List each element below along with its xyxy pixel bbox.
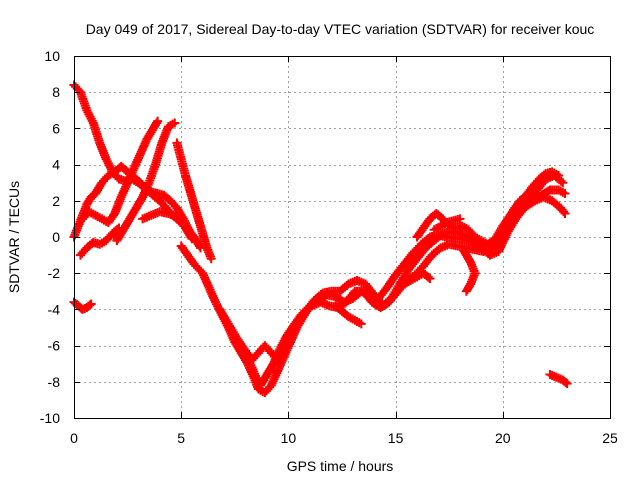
x-tick-label: 10 bbox=[281, 430, 297, 446]
series-arc-8 bbox=[176, 170, 568, 398]
x-tick-label: 25 bbox=[602, 430, 618, 446]
grid bbox=[74, 56, 610, 418]
data-point bbox=[562, 379, 572, 389]
y-tick-label: 2 bbox=[52, 193, 60, 209]
series-arc-4 bbox=[75, 118, 180, 260]
data-point bbox=[356, 319, 366, 329]
y-tick-label: 10 bbox=[44, 48, 60, 64]
chart-title: Day 049 of 2017, Sidereal Day-to-day VTE… bbox=[86, 21, 595, 37]
data-point bbox=[425, 274, 435, 284]
x-tick-label: 20 bbox=[495, 430, 511, 446]
axis-ticks bbox=[74, 56, 611, 419]
data-point bbox=[170, 118, 180, 128]
x-tick-labels: 0 5 10 15 20 25 bbox=[70, 430, 618, 446]
series-arc-12 bbox=[386, 268, 435, 304]
data-points bbox=[69, 80, 572, 398]
data-point bbox=[206, 254, 216, 264]
y-tick-label: 6 bbox=[52, 120, 60, 136]
series-arc-14 bbox=[429, 214, 465, 235]
data-point bbox=[558, 178, 568, 188]
x-tick-label: 15 bbox=[388, 430, 404, 446]
y-axis-title: SDTVAR / TECUs bbox=[6, 181, 22, 293]
data-point bbox=[560, 208, 570, 218]
series-arc-11 bbox=[331, 301, 366, 329]
series-arc-6 bbox=[172, 138, 216, 264]
y-tick-label: 4 bbox=[52, 157, 60, 173]
x-axis-title: GPS time / hours bbox=[287, 458, 394, 474]
y-tick-label: 0 bbox=[52, 229, 60, 245]
series-arc-3 bbox=[78, 116, 163, 228]
y-tick-label: -6 bbox=[48, 338, 61, 354]
data-point bbox=[554, 170, 564, 180]
x-tick-label: 5 bbox=[177, 430, 185, 446]
y-tick-label: 8 bbox=[52, 84, 60, 100]
y-tick-label: -8 bbox=[48, 374, 61, 390]
data-point bbox=[455, 214, 465, 224]
data-point bbox=[461, 286, 471, 296]
x-tick-label: 0 bbox=[70, 430, 78, 446]
y-tick-label: -2 bbox=[48, 265, 61, 281]
data-point bbox=[560, 189, 570, 199]
series-arc-16 bbox=[545, 370, 572, 389]
data-point bbox=[86, 299, 96, 309]
y-tick-label: -4 bbox=[48, 301, 61, 317]
y-tick-labels: -10 -8 -6 -4 -2 0 2 4 6 8 10 bbox=[40, 48, 60, 426]
series-arc-10 bbox=[241, 192, 570, 390]
series-arc-15 bbox=[459, 246, 480, 296]
y-tick-label: -10 bbox=[40, 410, 60, 426]
data-point bbox=[153, 116, 163, 126]
